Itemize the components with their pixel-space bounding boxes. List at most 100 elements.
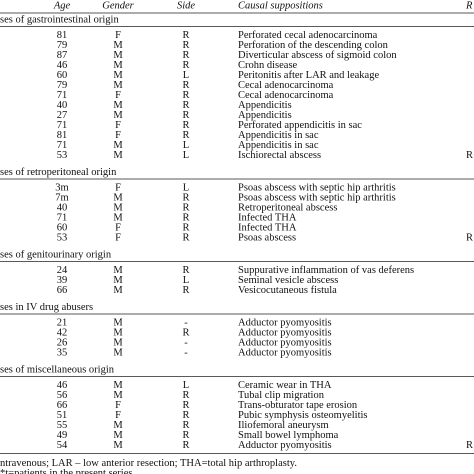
- table-cell: 35: [57, 347, 68, 358]
- table-cell: R: [182, 410, 189, 421]
- table-cell: M: [113, 212, 123, 223]
- table-cell: R: [182, 232, 189, 243]
- table-cell: R: [182, 80, 189, 91]
- table-cell: M: [113, 100, 123, 111]
- table-cell: R: [182, 212, 189, 223]
- table-cell: 60: [57, 70, 68, 81]
- table-cell: R: [182, 30, 189, 41]
- table-cell: 21: [57, 317, 68, 328]
- table-cell: 40: [57, 202, 68, 213]
- table-cell: R: [182, 265, 189, 276]
- table-cell: F: [115, 222, 121, 233]
- table-cell: 55: [57, 420, 68, 431]
- table-cell: 24: [57, 265, 68, 276]
- table-cell: Seminal vesicle abscess: [238, 275, 338, 286]
- table-cell: F: [115, 410, 121, 421]
- table-cell: R: [182, 130, 189, 141]
- table-cell: M: [113, 202, 123, 213]
- table-cell: F: [115, 130, 121, 141]
- table-cell: F: [115, 30, 121, 41]
- table-cell: 71: [57, 90, 68, 101]
- table-cell: Peritonitis after LAR and leakage: [238, 70, 379, 81]
- table-cell: 81: [57, 30, 68, 41]
- table-cell: Infected THA: [238, 212, 297, 223]
- section-title: ses of miscellaneous origin: [0, 364, 115, 375]
- table-cell: Psoas abscess with septic hip arthritis: [238, 192, 396, 203]
- table-cell: Perforation of the descending colon: [238, 40, 389, 51]
- table-cell: Suppurative inflammation of vas deferens: [238, 265, 414, 276]
- table-cell: Crohn disease: [238, 60, 298, 71]
- table-cell: M: [113, 285, 123, 296]
- table-cell: 87: [57, 50, 68, 61]
- table-cell: F: [115, 232, 121, 243]
- table-cell: 3m: [55, 182, 68, 193]
- table-cell: 79: [57, 80, 68, 91]
- table-cell: R: [182, 420, 189, 431]
- table-cell: Adductor pyomyositis: [238, 347, 332, 358]
- table-cell: R: [182, 110, 189, 121]
- table-cell: L: [183, 275, 189, 286]
- table-cell: R: [182, 60, 189, 71]
- table-cell: 56: [57, 390, 68, 401]
- table-cell: M: [113, 380, 123, 391]
- table-cell: Diverticular abscess of sigmoid colon: [238, 50, 397, 61]
- footnote: *t=patients in the present series.: [0, 468, 135, 474]
- table-cell: Perforated appendicitis in sac: [238, 120, 362, 131]
- table-cell: 40: [57, 100, 68, 111]
- table-cell: M: [113, 420, 123, 431]
- table-cell: R: [182, 285, 189, 296]
- table-cell: M: [113, 317, 123, 328]
- table-cell: 53: [57, 232, 68, 243]
- section-title: ses in IV drug abusers: [0, 302, 93, 313]
- table-cell: Perforated cecal adenocarcinoma: [238, 30, 378, 41]
- table-cell: L: [183, 182, 189, 193]
- section-title: ses of retroperitoneal origin: [0, 167, 117, 178]
- table-cell: Cecal adenocarcinoma: [238, 80, 334, 91]
- table-cell: R: [182, 390, 189, 401]
- table-cell: Retroperitoneal abscess: [238, 202, 337, 213]
- table-cell: Tubal clip migration: [238, 390, 325, 401]
- table-cell: Adductor pyomyositis: [238, 440, 332, 451]
- table-cell: 42: [57, 327, 68, 338]
- table-cell: Adductor pyomyositis: [238, 327, 332, 338]
- table-cell: M: [113, 50, 123, 61]
- table-cell: Ischiorectal abscess: [238, 150, 321, 161]
- table-cell: 66: [57, 400, 68, 411]
- table-cell: M: [113, 265, 123, 276]
- table-cell: 66: [57, 285, 68, 296]
- table-cell: 53: [57, 150, 68, 161]
- table-cell: 81: [57, 130, 68, 141]
- table-cell: R: [182, 120, 189, 131]
- table-cell: R: [182, 327, 189, 338]
- table-cell: Ceramic wear in THA: [238, 380, 332, 391]
- table-cell: M: [113, 150, 123, 161]
- table-cell: 46: [57, 60, 68, 71]
- table-cell: R: [182, 40, 189, 51]
- table-cell: Cecal adenocarcinoma: [238, 90, 334, 101]
- table-cell: M: [113, 327, 123, 338]
- table-cell: M: [113, 440, 123, 451]
- table-cell: Trans-obturator tape erosion: [238, 400, 358, 411]
- table-cell: M: [113, 40, 123, 51]
- column-header: Age: [53, 0, 71, 11]
- table-cell: 71: [57, 120, 68, 131]
- table-cell: 27: [57, 110, 68, 121]
- table-cell: R: [466, 150, 473, 161]
- table-cell: 54: [57, 440, 68, 451]
- section-title: ses of genitourinary origin: [0, 249, 112, 260]
- table-cell: 79: [57, 40, 68, 51]
- table-cell: -: [184, 317, 188, 328]
- table-cell: M: [113, 60, 123, 71]
- table-cell: 60: [57, 222, 68, 233]
- table-cell: R: [182, 50, 189, 61]
- table-cell: Psoas abscess with septic hip arthritis: [238, 182, 396, 193]
- table-cell: M: [113, 110, 123, 121]
- table-cell: Vesicocutaneous fistula: [238, 285, 337, 296]
- column-header: Side: [177, 0, 195, 11]
- table-cell: F: [115, 182, 121, 193]
- table-cell: -: [184, 347, 188, 358]
- table-cell: R: [182, 202, 189, 213]
- table-cell: R: [182, 100, 189, 111]
- table-cell: 49: [57, 430, 68, 441]
- table-cell: R: [182, 430, 189, 441]
